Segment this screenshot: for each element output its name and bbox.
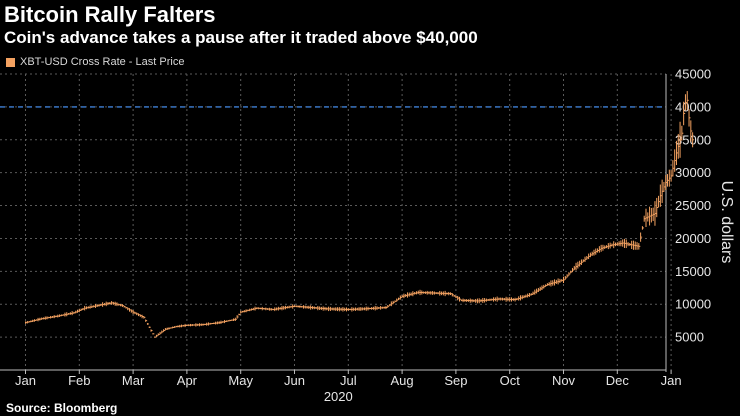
y-axis-title: U.S. dollars [718, 181, 735, 264]
y-tick-label: 40000 [675, 99, 711, 114]
x-tick-label: Jun [284, 373, 305, 388]
x-tick-label: Apr [177, 373, 198, 388]
x-tick-label: Jan [661, 373, 682, 388]
x-tick-label: Aug [391, 373, 414, 388]
x-tick-label: Sep [444, 373, 467, 388]
x-axis-title: 2020 [324, 389, 353, 404]
legend-swatch [6, 57, 15, 67]
x-tick-label: Feb [68, 373, 90, 388]
x-tick-label: Jul [340, 373, 357, 388]
source-note: Source: Bloomberg [6, 401, 118, 415]
y-tick-label: 5000 [675, 330, 704, 345]
x-tick-label: Oct [500, 373, 521, 388]
legend-label: XBT-USD Cross Rate - Last Price [20, 56, 185, 68]
price-series [25, 91, 695, 338]
y-tick-label: 25000 [675, 198, 711, 213]
x-tick-label: May [228, 373, 253, 388]
x-tick-label: Dec [606, 373, 630, 388]
y-tick-label: 30000 [675, 165, 711, 180]
chart-subtitle: Coin's advance takes a pause after it tr… [4, 28, 478, 47]
y-tick-label: 45000 [675, 67, 711, 82]
x-tick-label: Jan [15, 373, 36, 388]
y-tick-label: 10000 [675, 297, 711, 312]
legend: XBT-USD Cross Rate - Last Price [6, 56, 184, 68]
x-tick-label: Nov [552, 373, 576, 388]
x-tick-label: Mar [122, 373, 145, 388]
chart-title: Bitcoin Rally Falters [4, 2, 216, 27]
y-tick-label: 20000 [675, 231, 711, 246]
y-tick-label: 15000 [675, 264, 711, 279]
